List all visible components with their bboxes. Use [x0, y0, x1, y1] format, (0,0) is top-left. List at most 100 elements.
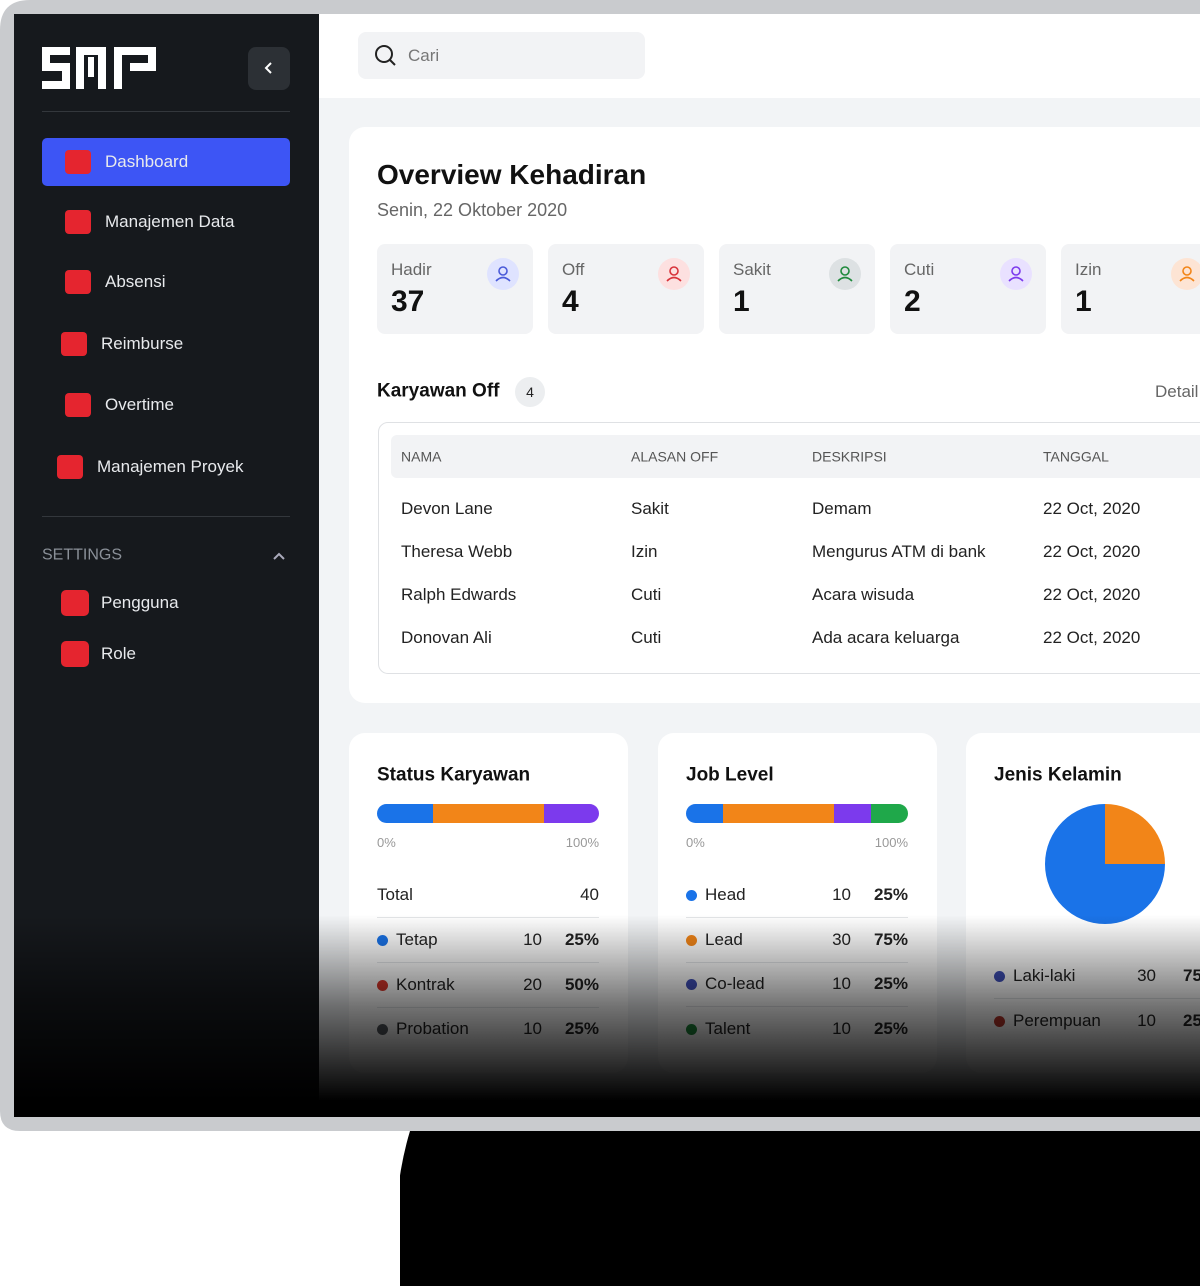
bar-segment — [432, 804, 544, 823]
stat-label: Sakit — [733, 259, 771, 279]
table-title: Karyawan Off — [377, 380, 500, 402]
table-cell: Acara wisuda — [812, 584, 915, 604]
table-cell: Demam — [812, 498, 872, 518]
nav-item[interactable]: Manajemen Data — [105, 211, 235, 231]
settings-title: SETTINGS — [42, 546, 123, 564]
nav-icon — [65, 210, 91, 234]
column-header: ALASAN OFF — [631, 448, 719, 465]
detail-link[interactable]: Detail — [1155, 381, 1199, 401]
table-cell: Devon Lane — [401, 498, 493, 518]
table-header — [391, 435, 1200, 478]
bar-segment — [834, 804, 871, 823]
stat-value: 1 — [733, 285, 750, 318]
table-cell: Sakit — [631, 498, 669, 518]
logo-block — [62, 63, 70, 89]
stat-value: 4 — [562, 285, 579, 318]
logo — [42, 47, 158, 89]
card-title: Status Karyawan — [377, 764, 531, 786]
scale-label: 100% — [565, 835, 599, 851]
stat-icon — [1171, 258, 1200, 290]
column-header: DESKRIPSI — [812, 448, 887, 465]
logo-block — [130, 63, 156, 71]
table-cell: 22 Oct, 2020 — [1043, 627, 1141, 647]
screen: Dashboard Manajemen Data Absensi Reimburse O… — [14, 14, 1200, 1117]
nav-item[interactable]: Role — [101, 643, 136, 663]
scale-label: 0% — [377, 835, 396, 851]
stat-icon — [1000, 258, 1032, 290]
card-title: Jenis Kelamin — [994, 764, 1122, 786]
stat-value: 1 — [1075, 285, 1092, 318]
nav-item[interactable]: Overtime — [105, 394, 174, 414]
nav-item[interactable]: Pengguna — [101, 592, 179, 612]
nav-item[interactable]: Dashboard — [105, 151, 189, 171]
row-name: Head — [705, 884, 746, 904]
stacked-bar — [686, 804, 908, 823]
collapse-button[interactable] — [248, 47, 290, 90]
nav-item[interactable]: Manajemen Proyek — [97, 456, 244, 476]
bar-segment — [686, 804, 723, 823]
card-title: Job Level — [686, 764, 774, 786]
stat-label: Izin — [1075, 259, 1102, 279]
total-label: Total — [377, 884, 413, 904]
stacked-bar — [377, 804, 599, 823]
table-cell: 22 Oct, 2020 — [1043, 498, 1141, 518]
logo-block — [42, 81, 70, 89]
total-value: 40 — [580, 884, 599, 904]
stat-label: Off — [562, 259, 585, 279]
bar-segment — [723, 804, 834, 823]
table-cell: Ralph Edwards — [401, 584, 517, 604]
stand — [392, 1131, 1200, 1286]
bar-segment — [543, 804, 599, 823]
divider — [42, 111, 290, 112]
row-count: 10 — [832, 884, 851, 904]
overview-card — [349, 127, 1200, 703]
table-cell: Donovan Ali — [401, 627, 492, 647]
table-cell: Cuti — [631, 627, 662, 647]
logo-block — [88, 57, 94, 77]
stat-icon — [829, 258, 861, 290]
logo-block — [148, 47, 156, 69]
table — [378, 422, 1200, 674]
pie-slice — [1045, 804, 1165, 924]
nav-item[interactable]: Reimburse — [101, 333, 184, 353]
nav-icon — [57, 455, 83, 479]
search-box[interactable] — [358, 32, 645, 79]
logo-block — [114, 47, 156, 55]
nav-icon — [65, 393, 91, 417]
nav-icon — [65, 270, 91, 294]
nav-icon — [61, 332, 87, 356]
settings-toggle[interactable] — [272, 549, 286, 561]
stat-card[interactable] — [1061, 244, 1200, 334]
logo-block — [76, 47, 106, 55]
stat-label: Cuti — [904, 259, 935, 279]
stat-icon — [658, 258, 690, 290]
column-header: TANGGAL — [1043, 448, 1109, 465]
scale-label: 0% — [686, 835, 705, 851]
bar-segment — [871, 804, 908, 823]
nav-icon — [65, 150, 91, 174]
pie-chart — [1045, 804, 1165, 924]
table-cell: Theresa Webb — [401, 541, 513, 561]
logo-block — [98, 47, 106, 89]
nav-item[interactable]: Absensi — [105, 271, 166, 291]
bar-segment — [377, 804, 433, 823]
column-header: NAMA — [401, 448, 442, 465]
logo-block — [114, 47, 122, 89]
overview-date: Senin, 22 Oktober 2020 — [377, 200, 568, 221]
table-cell: 22 Oct, 2020 — [1043, 584, 1141, 604]
table-cell: Ada acara keluarga — [812, 627, 960, 647]
logo-block — [76, 47, 84, 89]
table-cell: Mengurus ATM di bank — [812, 541, 986, 561]
divider — [42, 516, 290, 517]
nav-icon — [61, 590, 89, 616]
table-cell: Izin — [631, 541, 658, 561]
stat-icon — [487, 258, 519, 290]
search-placeholder: Cari — [408, 45, 440, 65]
stat-label: Hadir — [391, 259, 432, 279]
stat-value: 2 — [904, 285, 921, 318]
table-cell: 22 Oct, 2020 — [1043, 541, 1141, 561]
pie-slice — [1105, 804, 1165, 864]
overview-title: Overview Kehadiran — [377, 159, 647, 191]
count-badge: 4 — [515, 377, 545, 407]
